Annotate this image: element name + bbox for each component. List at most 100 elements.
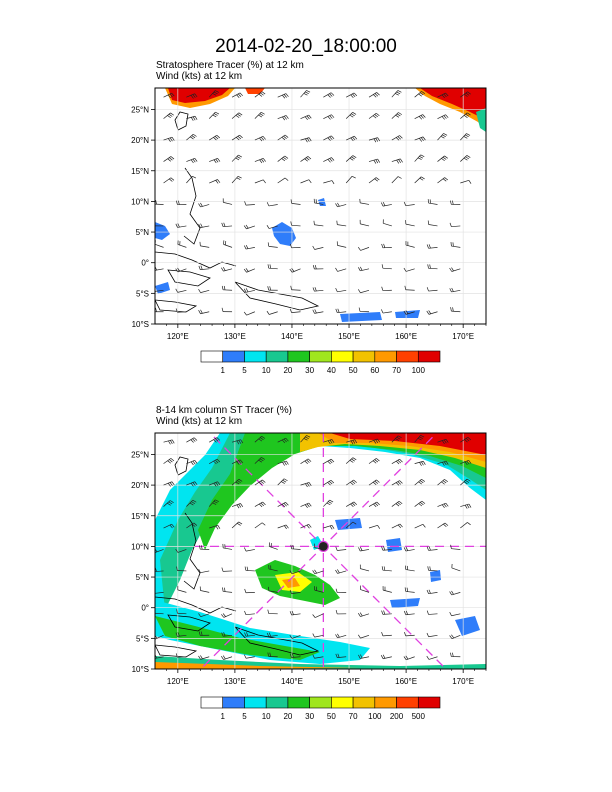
wind-barb — [358, 654, 370, 659]
wind-barb — [244, 588, 255, 594]
wind-barb — [323, 135, 335, 141]
wind-barb — [426, 610, 438, 615]
wind-barb — [221, 655, 233, 660]
wind-barb — [460, 503, 472, 509]
colorbar-swatch — [244, 350, 267, 363]
wind-barb — [175, 548, 187, 553]
wind-barb — [404, 285, 415, 291]
wind-barb — [163, 523, 175, 529]
wind-barb — [231, 175, 242, 184]
colorbar-label: 10 — [262, 366, 271, 375]
wind-barb — [359, 198, 370, 205]
wind-barb — [405, 241, 415, 248]
bottom-tracer-patch — [282, 578, 300, 588]
wind-barb — [290, 221, 301, 227]
wind-barb — [231, 459, 244, 465]
wind-barb — [312, 633, 324, 638]
wind-barb — [359, 564, 370, 572]
wind-barb — [254, 136, 266, 142]
wind-barb — [391, 480, 403, 486]
wind-barb — [391, 135, 403, 141]
coastline — [155, 299, 198, 313]
lat-tick-label: 5°N — [136, 573, 150, 582]
wind-barb — [323, 458, 335, 465]
lon-tick-label: 150°E — [338, 677, 360, 686]
colorbar-swatch — [222, 350, 245, 363]
wind-barb — [391, 112, 402, 119]
wind-barb — [357, 246, 370, 251]
wind-barb — [323, 114, 335, 120]
wind-barb — [186, 437, 198, 443]
lat-tick-label: 5°N — [136, 228, 150, 237]
wind-barb — [277, 502, 289, 508]
colorbar-swatch — [331, 696, 354, 709]
wind-barb — [175, 288, 187, 293]
wind-barb — [163, 136, 175, 143]
wind-barb — [314, 586, 324, 593]
wind-barb — [244, 654, 255, 659]
bottom-tracer-patch — [155, 662, 360, 669]
wind-barb — [267, 242, 278, 248]
wind-barb — [266, 632, 278, 637]
colorbar-label: 100 — [412, 366, 426, 375]
wind-barb — [290, 199, 301, 205]
wind-barb — [300, 114, 312, 121]
wind-barb — [460, 436, 472, 443]
wind-barb — [345, 175, 356, 184]
wind-barb — [289, 653, 301, 658]
coastline — [234, 626, 320, 656]
wind-barb — [243, 268, 256, 273]
wind-barb — [335, 653, 347, 659]
wind-barb — [244, 632, 255, 637]
colorbar-label: 200 — [390, 712, 404, 721]
wind-barb — [403, 267, 415, 272]
wind-barb — [335, 267, 347, 272]
colorbar-label: 10 — [262, 712, 271, 721]
top-tracer-patch — [155, 222, 170, 240]
lon-tick-label: 170°E — [452, 332, 474, 341]
wind-barb — [300, 156, 312, 162]
lon-tick-label: 140°E — [281, 332, 303, 341]
wind-barb — [323, 479, 335, 486]
wind-barb — [199, 586, 210, 593]
top-tracer-patch — [420, 88, 486, 120]
wind-barb — [243, 244, 255, 250]
wind-barb — [381, 610, 392, 615]
colorbar-label: 20 — [283, 712, 292, 721]
wind-barb — [460, 459, 472, 466]
top-lon-axis: 120°E 130°E 140°E 150°E 160°E 170°E — [166, 324, 487, 341]
wind-barb — [391, 500, 403, 507]
lon-tick-label: 160°E — [395, 332, 417, 341]
wind-barb — [244, 610, 255, 616]
wind-barb — [290, 285, 301, 291]
wind-barb — [426, 287, 438, 292]
bottom-tracer-patch — [386, 538, 402, 552]
wind-barb — [312, 287, 324, 292]
wind-barb — [335, 288, 347, 293]
wind-barb — [368, 438, 381, 444]
wind-barb — [277, 478, 288, 486]
wind-barb — [208, 90, 219, 98]
wind-barb — [300, 502, 312, 508]
wind-barb — [163, 112, 174, 119]
wind-barb — [243, 224, 255, 230]
wind-barb — [450, 544, 461, 550]
wind-barb — [277, 177, 289, 184]
colorbar-swatch — [417, 350, 441, 363]
top-gridlines — [155, 88, 486, 324]
wind-barb — [243, 288, 255, 293]
wind-barb — [312, 654, 324, 659]
wind-barb — [254, 501, 266, 508]
wind-barb — [368, 92, 380, 98]
wind-barb — [300, 90, 311, 98]
wind-barb — [335, 546, 347, 551]
wind-barb — [175, 267, 187, 273]
wind-barb — [268, 564, 278, 572]
wind-barb — [155, 307, 164, 313]
wind-barb — [426, 244, 438, 249]
wind-barb — [460, 155, 471, 162]
wind-barb — [357, 612, 370, 617]
wind-barb — [176, 566, 187, 572]
